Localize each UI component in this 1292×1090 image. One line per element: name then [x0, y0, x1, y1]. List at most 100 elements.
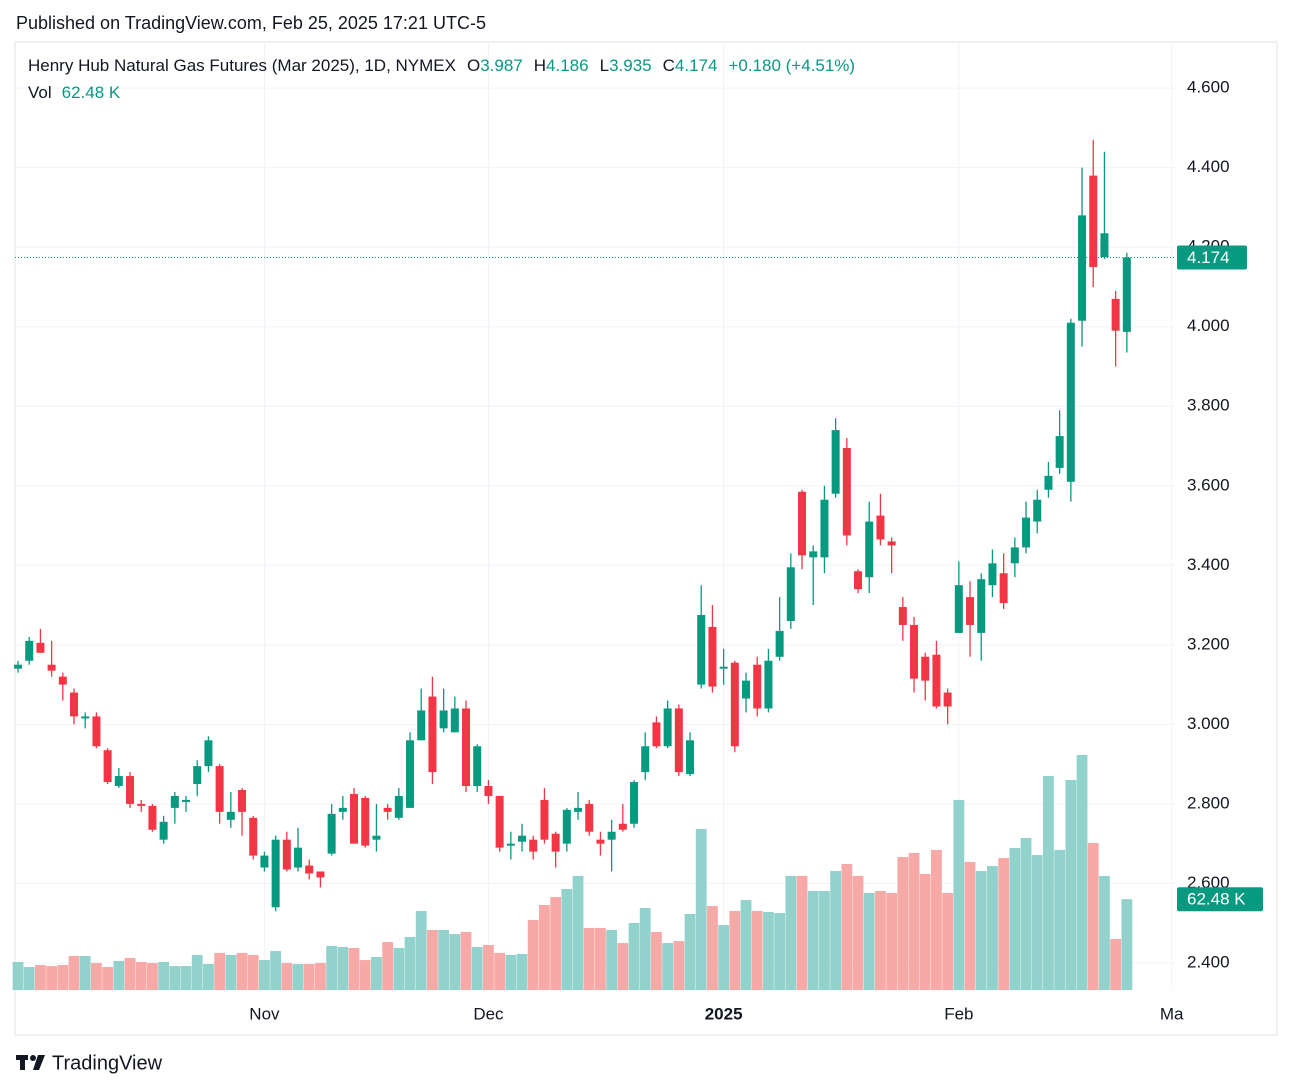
- candle-body: [954, 585, 963, 633]
- volume-bar: [662, 943, 674, 990]
- volume-bar: [415, 910, 427, 990]
- candle-body: [294, 847, 303, 868]
- volume-bar: [841, 863, 853, 990]
- candle-body: [529, 839, 538, 852]
- candle-body: [372, 835, 381, 840]
- volume-bar: [270, 951, 282, 990]
- candle-body: [999, 573, 1008, 604]
- x-tick-label: 2025: [705, 1004, 743, 1023]
- volume-bar: [483, 944, 494, 990]
- candle-body: [215, 766, 224, 812]
- candle-body: [966, 597, 975, 625]
- candle-body: [271, 839, 280, 908]
- last-price-label: 4.174: [1187, 248, 1230, 267]
- volume-bar: [572, 875, 584, 990]
- candle-body: [1100, 233, 1109, 258]
- candle-body: [506, 843, 515, 846]
- candle-body: [103, 750, 112, 783]
- volume-bar: [785, 875, 797, 990]
- volume-bar: [68, 955, 80, 990]
- volume-bar: [214, 952, 226, 990]
- volume-bar: [102, 967, 114, 990]
- volume-bar: [595, 927, 606, 990]
- candle-body: [238, 789, 247, 812]
- volume-bar: [505, 954, 517, 990]
- candle-body: [473, 746, 482, 787]
- last-volume-label: 62.48 K: [1187, 890, 1246, 909]
- candle-body: [137, 803, 146, 806]
- volume-bar: [382, 942, 394, 990]
- volume-bar: [46, 966, 58, 990]
- candle-body: [14, 664, 23, 669]
- chart-title: Henry Hub Natural Gas Futures (Mar 2025)…: [28, 56, 456, 75]
- volume-bar: [964, 861, 976, 990]
- volume-bar: [1009, 848, 1021, 990]
- volume-bar: [438, 929, 450, 990]
- chart-frame: [14, 41, 1278, 1036]
- y-tick-label: 4.000: [1187, 316, 1230, 335]
- volume-bar: [516, 953, 528, 990]
- volume-bar: [673, 941, 685, 990]
- y-tick-label: 3.000: [1187, 714, 1230, 733]
- candle-body: [585, 803, 594, 832]
- candle-body: [406, 740, 415, 808]
- volume-bar: [449, 934, 461, 990]
- candle-body: [607, 831, 616, 840]
- candle-body: [753, 664, 762, 709]
- volume-bar: [527, 919, 539, 990]
- candle-body: [1022, 517, 1031, 548]
- published-note: Published on TradingView.com, Feb 25, 20…: [16, 13, 486, 33]
- volume-bar: [1031, 854, 1043, 990]
- candle-body: [876, 515, 885, 540]
- candle-body: [686, 740, 695, 775]
- candle-body: [226, 811, 235, 820]
- candle-body: [764, 660, 773, 709]
- candle-body: [394, 795, 403, 818]
- candle-body: [36, 642, 45, 653]
- y-tick-label: 2.800: [1187, 793, 1230, 812]
- volume-bar: [897, 857, 909, 990]
- volume-bar: [23, 967, 35, 990]
- volume-bar: [471, 946, 483, 990]
- volume-bar: [763, 911, 774, 990]
- ohlc-label: C: [663, 56, 675, 75]
- ohlc-value: 3.987: [480, 56, 523, 75]
- ohlc-label: L: [600, 56, 609, 75]
- volume-bar: [707, 905, 718, 990]
- volume-bar: [1099, 875, 1110, 990]
- volume-bar: [953, 799, 965, 990]
- volume-bar: [113, 960, 125, 990]
- volume-bar: [550, 896, 562, 990]
- candle-body: [708, 626, 717, 687]
- volume-bar: [1087, 842, 1099, 990]
- candle-body: [1055, 436, 1064, 468]
- y-tick-label: 4.600: [1187, 78, 1230, 97]
- candle-body: [114, 776, 123, 787]
- candle-body: [562, 809, 571, 844]
- candle-body: [439, 710, 448, 729]
- volume-bar: [807, 891, 819, 990]
- volume-bar: [180, 966, 192, 990]
- volume-bar: [292, 963, 304, 990]
- candle-body: [81, 716, 90, 719]
- candle-body: [193, 766, 202, 785]
- volume-bar: [404, 936, 416, 990]
- brand-logo: [16, 1055, 45, 1070]
- y-tick-label: 3.200: [1187, 634, 1230, 653]
- volume-bar: [875, 891, 886, 990]
- candle-body: [932, 654, 941, 707]
- candle-body: [126, 776, 135, 804]
- volume-bar: [169, 966, 181, 990]
- volume-bar: [617, 943, 629, 990]
- candle-body: [887, 541, 896, 546]
- volume-bar: [751, 910, 763, 990]
- candle-body: [574, 807, 583, 812]
- ohlc-label: O: [467, 56, 480, 75]
- candle-body: [350, 793, 359, 844]
- candle-body: [1010, 547, 1019, 564]
- candle-body: [663, 708, 672, 747]
- volume-bar: [931, 849, 942, 990]
- volume-bar: [863, 892, 875, 990]
- volume-bar: [236, 952, 248, 990]
